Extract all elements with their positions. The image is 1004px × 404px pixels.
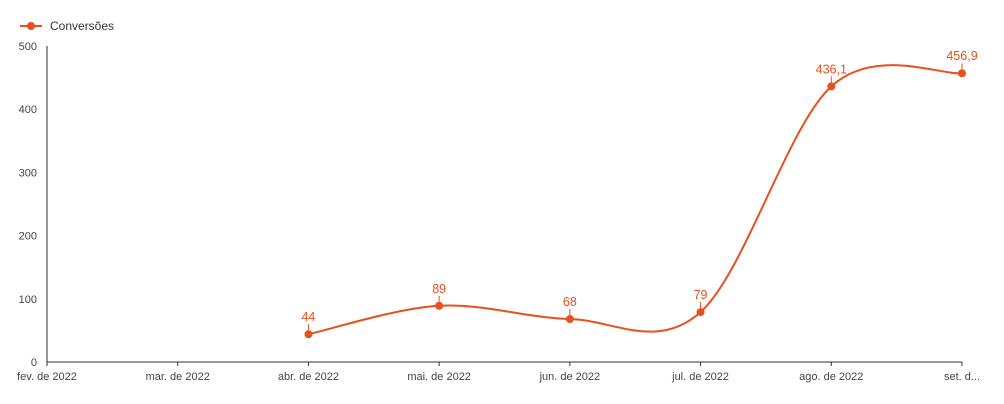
legend-marker: [27, 22, 35, 30]
y-tick-label: 400: [19, 104, 37, 116]
data-point[interactable]: [696, 308, 705, 317]
x-tick-label: mai. de 2022: [407, 371, 471, 383]
x-tick-label: ago. de 2022: [799, 371, 863, 383]
legend[interactable]: Conversões: [20, 19, 114, 33]
data-point[interactable]: [958, 69, 966, 78]
y-tick-label: 100: [19, 294, 37, 306]
x-tick-label: jul. de 2022: [671, 371, 729, 383]
data-label: 89: [432, 282, 446, 296]
y-axis: 0 100 200 300 400 500: [19, 41, 48, 369]
data-point[interactable]: [304, 330, 313, 339]
data-label: 44: [301, 310, 315, 324]
x-tick-label: abr. de 2022: [278, 371, 339, 383]
y-tick-label: 500: [19, 41, 37, 53]
y-tick-label: 0: [31, 357, 37, 369]
data-label: 79: [694, 288, 708, 302]
x-tick-label: set. d...: [944, 371, 980, 383]
series-layer: 44 89 68 79 436,1 456,9: [301, 49, 978, 339]
y-tick-label: 300: [19, 167, 37, 179]
x-tick-label: mar. de 2022: [146, 371, 210, 383]
x-tick-label: fev. de 2022: [17, 371, 77, 383]
data-label: 436,1: [816, 62, 847, 76]
legend-label: Conversões: [50, 19, 114, 33]
data-label: 68: [563, 295, 577, 309]
series-line: [308, 64, 963, 336]
data-point[interactable]: [827, 82, 836, 91]
data-point[interactable]: [435, 301, 444, 310]
x-tick-label: jun. de 2022: [539, 371, 601, 383]
data-point[interactable]: [565, 315, 574, 324]
y-tick-label: 200: [19, 231, 37, 243]
data-label: 456,9: [946, 49, 977, 63]
x-axis: fev. de 2022 mar. de 2022 abr. de 2022 mai.…: [17, 361, 980, 383]
